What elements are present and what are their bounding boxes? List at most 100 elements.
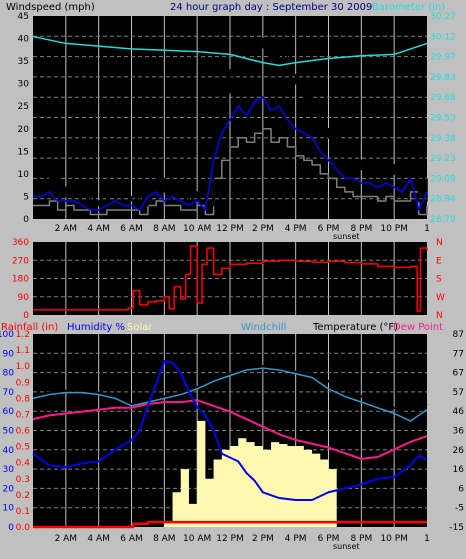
temperature-tick-label: 26 <box>453 446 465 456</box>
compass-tick-label: N <box>436 238 443 248</box>
rain-tick-label: 0.1 <box>16 507 30 517</box>
x-tick-label: 6 PM <box>318 534 340 544</box>
x-tick-label: 6 AM <box>120 534 143 544</box>
direction-tick-label: 90 <box>18 293 30 303</box>
x-tick-label: 8 AM <box>153 534 176 544</box>
wind-y-tick-label: 20 <box>18 125 30 135</box>
wind-lull-line <box>33 128 428 216</box>
wind-gust-line <box>33 37 428 207</box>
wind-axis-label: Windspeed (mph) <box>6 2 95 13</box>
humidity-tick-label: 50 <box>3 427 15 437</box>
solar-label: Solar <box>127 322 153 333</box>
compass-tick-label: N <box>436 311 443 321</box>
x-tick-label: 12 PM <box>216 534 244 544</box>
wind-y-tick-label: 35 <box>18 57 29 67</box>
wind-y-tick-label: 45 <box>18 12 29 22</box>
barometer-tick-label: 30.27 <box>430 12 456 22</box>
x-tick-label: 12 PM <box>216 224 244 234</box>
direction-tick-label: 0 <box>23 311 29 321</box>
x-tick-label: 8 PM <box>350 224 372 234</box>
x-tick-label: 6 PM <box>318 224 340 234</box>
humidity-tick-label: 40 <box>3 446 15 456</box>
temperature-label: Temperature (°F) <box>312 322 398 333</box>
graph-title: 24 hour graph day : September 30 2009 <box>170 2 372 13</box>
humidity-tick-label: 0 <box>8 523 14 533</box>
compass-tick-label: W <box>436 293 445 303</box>
windchill-line <box>32 367 428 422</box>
x-tick-label: 2 PM <box>252 534 274 544</box>
temperature-tick-label: 36 <box>453 427 465 437</box>
x-tick-label: 10 AM <box>183 534 211 544</box>
temperature-tick-label: 67 <box>453 369 464 379</box>
solar-radiation-area <box>33 420 427 527</box>
compass-tick-label: S <box>436 275 442 285</box>
barometer-tick-label: 29.38 <box>430 134 456 144</box>
wind-y-tick-label: 30 <box>18 80 30 90</box>
x-tick-label: 2 AM <box>55 534 78 544</box>
rain-tick-label: 0.7 <box>16 410 30 420</box>
barometer-tick-label: 29.68 <box>430 93 456 103</box>
rain-tick-label: 0.3 <box>16 475 30 485</box>
wind-y-tick-label: 5 <box>23 192 29 202</box>
barometer-tick-label: 29.23 <box>430 154 456 164</box>
barometer-axis-label: Barometer (in) <box>372 2 445 13</box>
direction-tick-label: 270 <box>12 256 29 266</box>
direction-tick-label: 180 <box>12 275 29 285</box>
rain-tick-label: 0.0 <box>16 523 31 533</box>
rain-tick-label: 0.9 <box>16 378 31 388</box>
barometer-tick-label: 29.97 <box>430 53 456 63</box>
rainfall-line <box>33 520 427 529</box>
x-tick-label: 6 AM <box>120 224 143 234</box>
tick-labels: 05101520253035404528.7928.9429.0929.2329… <box>0 12 464 544</box>
x-tick-label: 1 <box>424 534 430 544</box>
sunset-label-wind: sunset <box>333 232 360 241</box>
x-tick-label: 10 PM <box>380 534 408 544</box>
x-tick-label: 4 AM <box>87 224 110 234</box>
direction-tick-label: 360 <box>12 238 29 248</box>
barometer-tick-label: 29.53 <box>430 114 456 124</box>
barometer-tick-label: 30.12 <box>430 32 456 42</box>
x-tick-label: 1 <box>424 224 430 234</box>
rain-tick-label: 0.2 <box>16 491 30 501</box>
rain-tick-label: 0.4 <box>16 459 31 469</box>
temperature-line <box>32 365 428 419</box>
x-tick-label: 8 PM <box>350 534 372 544</box>
wind-y-tick-label: 40 <box>18 35 30 45</box>
wind-y-tick-label: 25 <box>18 102 29 112</box>
rain-tick-label: 0.6 <box>16 427 31 437</box>
temperature-tick-label: 57 <box>453 388 464 398</box>
temperature-tick-label: 77 <box>453 349 464 359</box>
temperature-tick-label: 6 <box>458 484 464 494</box>
barometer-tick-label: 28.79 <box>430 215 456 225</box>
temperature-tick-label: 87 <box>453 330 464 340</box>
humidity-tick-label: 90 <box>3 349 15 359</box>
humidity-label: Humidity % <box>67 322 125 333</box>
x-tick-label: 2 AM <box>55 224 78 234</box>
humidity-tick-label: 30 <box>3 465 15 475</box>
barometer-tick-label: 28.94 <box>430 195 456 205</box>
wind-y-tick-label: 15 <box>18 147 29 157</box>
temperature-tick-label: 16 <box>453 465 465 475</box>
x-tick-label: 10 PM <box>380 224 408 234</box>
humidity-tick-label: 80 <box>3 369 15 379</box>
wind-y-tick-label: 10 <box>18 170 30 180</box>
humidity-tick-label: 100 <box>0 330 14 340</box>
wind-y-tick-label: 0 <box>23 215 29 225</box>
wind-direction-line <box>33 245 428 312</box>
temperature-tick-label: -15 <box>449 523 464 533</box>
x-tick-label: 8 AM <box>153 224 176 234</box>
barometer-line <box>32 35 428 67</box>
rainfall-label: Rainfall (in) <box>1 322 58 333</box>
solar-area <box>33 420 427 527</box>
rain-tick-label: 0.5 <box>16 443 30 453</box>
rain-tick-label: 0.8 <box>16 394 31 404</box>
x-tick-label: 10 AM <box>183 224 211 234</box>
humidity-tick-label: 20 <box>3 484 15 494</box>
rain-tick-label: 1.1 <box>16 346 30 356</box>
temperature-tick-label: -5 <box>455 504 464 514</box>
wind-average-line <box>33 96 428 211</box>
barometer-tick-label: 29.83 <box>430 73 456 83</box>
windchill-label: Windchill <box>241 322 286 333</box>
x-tick-label: 4 PM <box>285 534 307 544</box>
